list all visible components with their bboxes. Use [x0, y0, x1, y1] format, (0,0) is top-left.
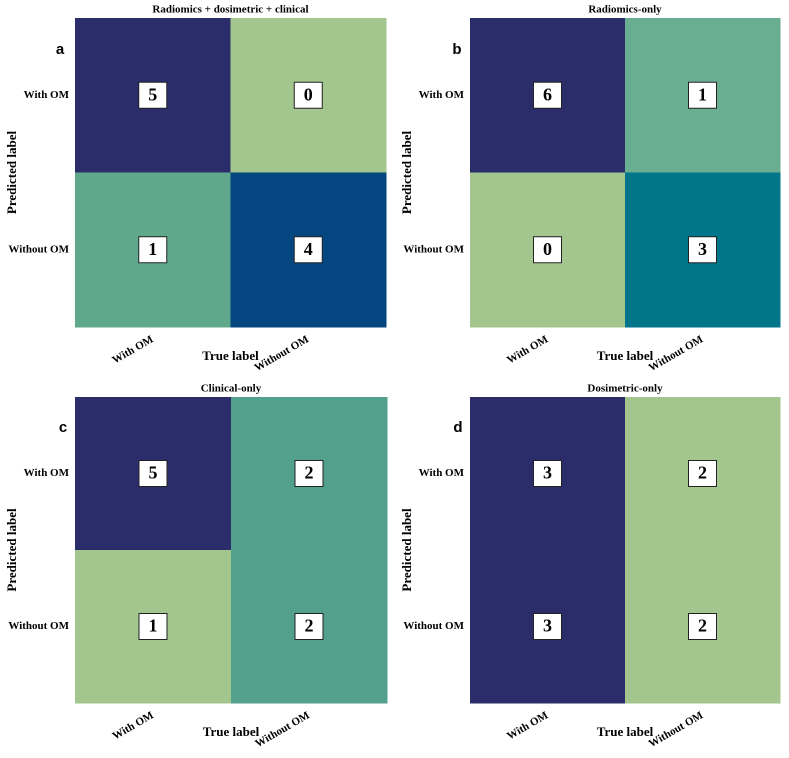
- value-label-box: [294, 460, 324, 487]
- value-label: 5: [149, 463, 158, 483]
- panel-letter: a: [56, 41, 65, 58]
- value-label: 3: [543, 616, 552, 636]
- value-label: 5: [148, 84, 157, 104]
- value-label: 1: [148, 239, 157, 259]
- y-axis-label: Predicted label: [399, 131, 414, 215]
- y-axis-label: Predicted label: [399, 508, 414, 592]
- value-label-box: [138, 236, 168, 264]
- value-label-box: [688, 236, 717, 264]
- x-tick-label: With OM: [110, 333, 156, 366]
- panel-letter: d: [453, 419, 462, 436]
- y-tick-label: With OM: [419, 89, 465, 101]
- value-label: 0: [543, 239, 552, 259]
- value-label-box: [688, 81, 717, 109]
- value-label-box: [688, 613, 717, 640]
- value-label: 3: [698, 239, 707, 259]
- panel-title: Radiomics-only: [588, 4, 662, 16]
- panel-title: Clinical-only: [201, 383, 262, 395]
- value-label: 3: [543, 463, 552, 483]
- value-label-box: [533, 81, 562, 109]
- value-label: 4: [304, 239, 313, 259]
- value-label-box: [533, 613, 562, 640]
- value-label: 0: [304, 84, 313, 104]
- x-axis-label: True label: [202, 348, 259, 363]
- panel-title: Radiomics + dosimetric + clinical: [152, 4, 308, 16]
- value-label-box: [138, 460, 168, 487]
- panel-title: Dosimetric-only: [587, 383, 663, 395]
- value-label-box: [533, 460, 562, 487]
- value-label: 1: [149, 616, 158, 636]
- value-label: 6: [543, 84, 552, 104]
- y-tick-label: With OM: [24, 89, 70, 101]
- value-label: 1: [698, 84, 707, 104]
- panel-letter: b: [452, 41, 461, 58]
- y-axis-label: Predicted label: [4, 131, 19, 215]
- value-label-box: [293, 236, 323, 264]
- y-axis-label: Predicted label: [4, 508, 19, 592]
- x-axis-label: True label: [597, 724, 654, 739]
- x-tick-label: Without OM: [647, 709, 706, 750]
- y-tick-label: Without OM: [403, 620, 464, 632]
- x-tick-label: With OM: [505, 709, 551, 742]
- value-label-box: [533, 236, 562, 264]
- x-tick-label: Without OM: [253, 709, 312, 750]
- x-axis-label: True label: [597, 348, 654, 363]
- y-tick-label: Without OM: [8, 620, 69, 632]
- y-tick-label: Without OM: [403, 243, 464, 255]
- x-tick-label: With OM: [505, 333, 551, 366]
- value-label-box: [138, 81, 168, 109]
- y-tick-label: With OM: [24, 467, 70, 479]
- y-tick-label: With OM: [419, 467, 465, 479]
- x-tick-label: Without OM: [253, 333, 312, 374]
- value-label-box: [688, 460, 717, 487]
- x-axis-label: True label: [203, 724, 260, 739]
- value-label-box: [138, 613, 168, 640]
- value-label: 2: [698, 616, 707, 636]
- value-label-box: [293, 81, 323, 109]
- value-label: 2: [305, 616, 314, 636]
- x-tick-label: With OM: [111, 709, 157, 742]
- y-tick-label: Without OM: [8, 243, 69, 255]
- value-label-box: [294, 613, 324, 640]
- x-tick-label: Without OM: [647, 333, 706, 374]
- value-label: 2: [305, 463, 314, 483]
- panel-letter: c: [59, 419, 67, 436]
- value-label: 2: [698, 463, 707, 483]
